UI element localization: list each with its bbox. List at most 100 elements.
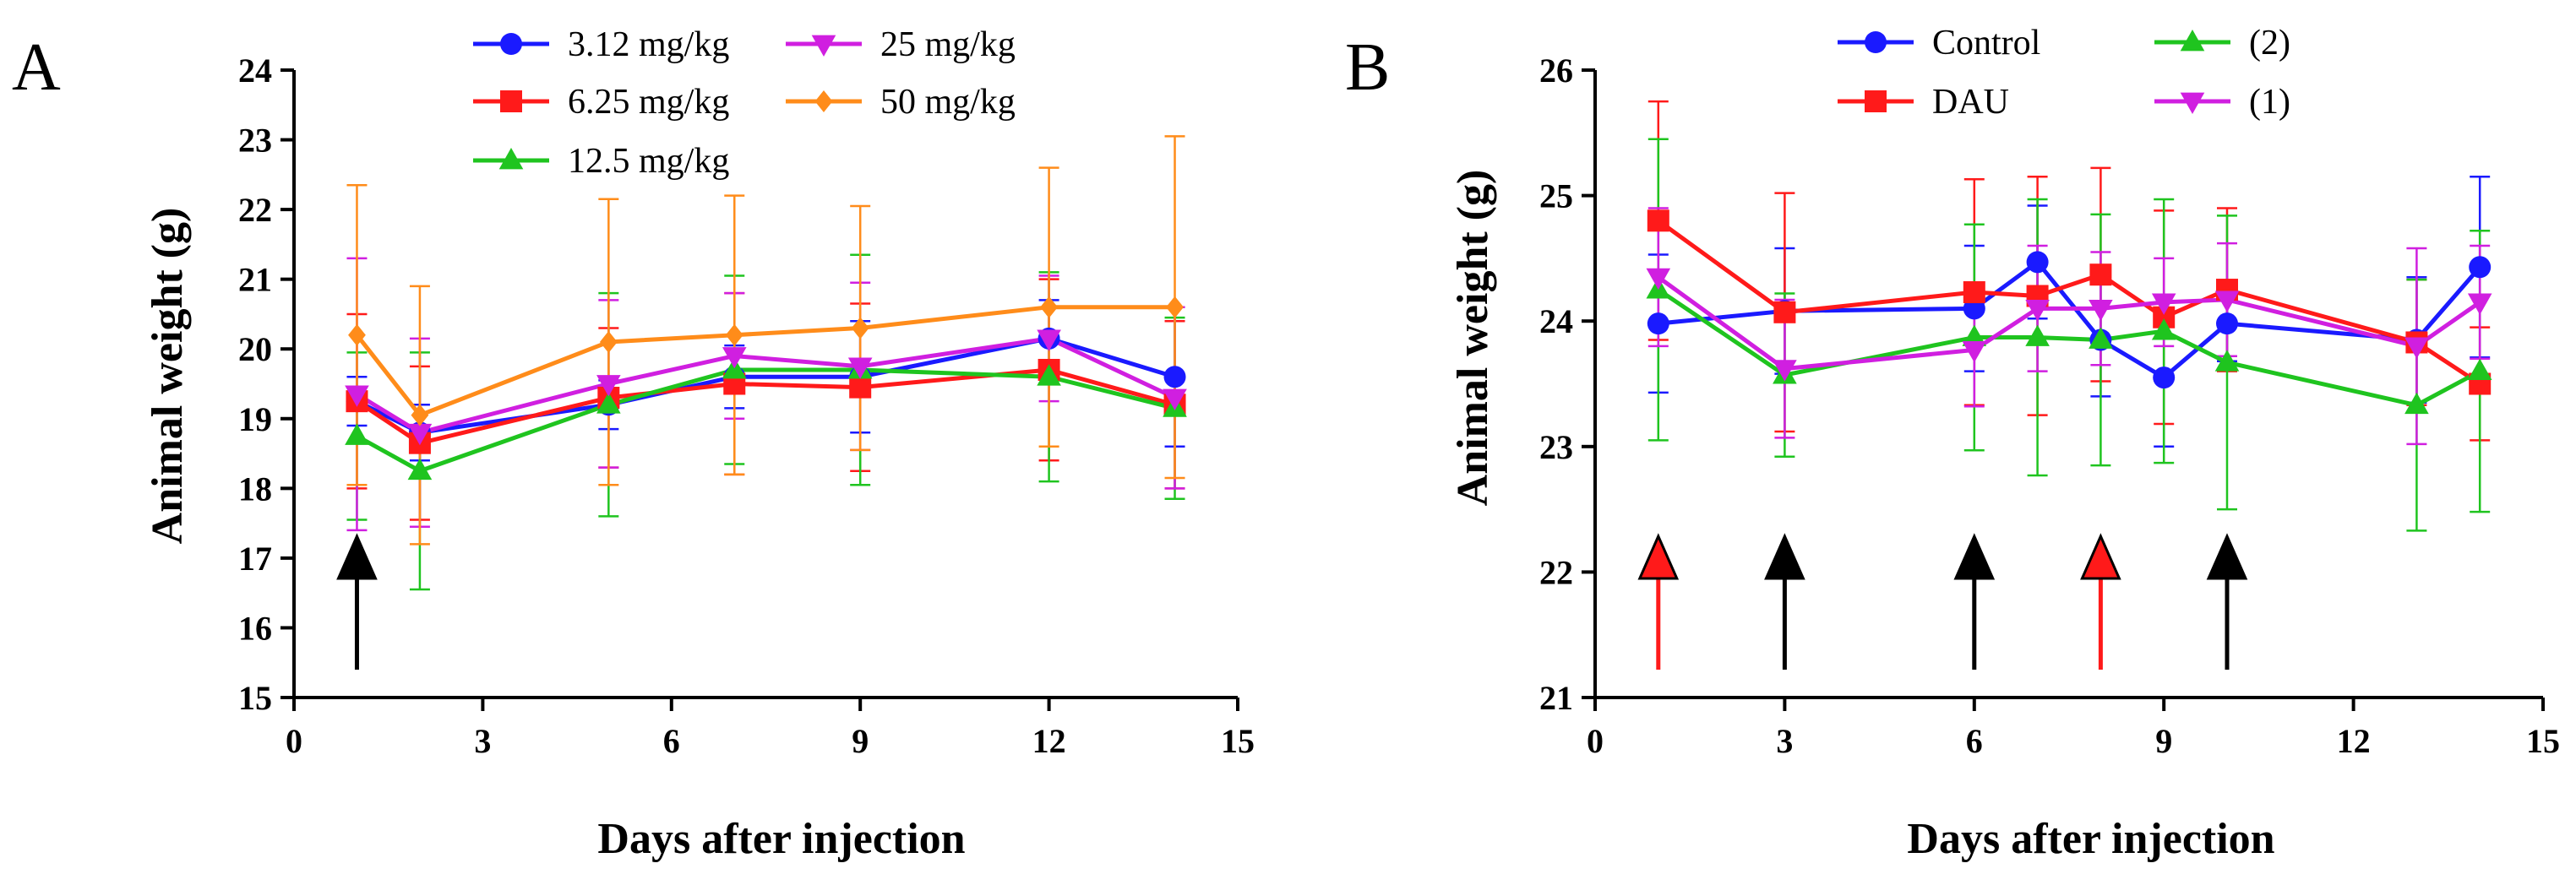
panel-b-arrow-icon [1764, 533, 1805, 580]
panel-b-y-tick-label: 21 [1539, 679, 1573, 717]
panel-b-y-tick-label: 23 [1539, 428, 1573, 466]
panel-a-y-tick-label: 23 [238, 122, 272, 160]
panel-b-x-tick-label: 3 [1776, 722, 1793, 760]
panel-b-letter: B [1345, 30, 1390, 105]
panel-b-data-point [2404, 392, 2429, 415]
panel-a-letter: A [12, 30, 61, 105]
panel-b-x-tick-label: 0 [1587, 722, 1604, 760]
panel-a-data-point [851, 317, 869, 339]
panel-b-x-tick-label: 9 [2155, 722, 2172, 760]
panel-b-data-point [2089, 327, 2113, 349]
panel-a-data-point [849, 376, 872, 399]
panel-a-y-tick-label: 19 [238, 400, 272, 438]
panel-b-legend-label: Control [1932, 24, 2040, 62]
panel-a-legend-label: 12.5 mg/kg [568, 142, 729, 181]
panel-b-data-point [1646, 268, 1671, 290]
panel-b-legend-label: (1) [2249, 83, 2290, 122]
panel-a-x-tick-label: 6 [663, 722, 680, 760]
panel-a-x-tick-label: 15 [1221, 722, 1255, 760]
panel-a-legend-marker [498, 148, 524, 170]
panel-b-data-point [1962, 324, 1987, 346]
panel-b-data-point [1963, 281, 1985, 304]
panel-b-data-point [2025, 324, 2050, 346]
panel-a-x-tick-label: 9 [852, 722, 869, 760]
panel-a-data-point [407, 458, 433, 481]
panel-b-data-point [2467, 358, 2492, 381]
panel-a-data-point [1166, 296, 1184, 318]
panel-b-legend-label: DAU [1932, 83, 2009, 122]
panel-a-data-point [599, 330, 618, 353]
panel-a-data-point [596, 392, 621, 414]
panel-b-y-tick-label: 22 [1539, 553, 1573, 591]
panel-b-data-point [2469, 256, 2492, 279]
panel-a-arrow-icon [336, 533, 378, 580]
panel-a-data-point [411, 404, 429, 426]
panel-a-legend-marker [500, 33, 522, 55]
panel-a-y-axis-label: Animal weight (g) [144, 208, 192, 545]
panel-a-data-point [725, 323, 743, 346]
panel-b-data-point [1647, 209, 1669, 232]
panel-a-x-tick-label: 0 [286, 722, 302, 760]
panel-a-data-point [1037, 364, 1061, 386]
panel-a-legend-marker [814, 90, 833, 112]
panel-b-legend-label: (2) [2249, 24, 2290, 62]
panel-b-x-tick-label: 15 [2526, 722, 2560, 760]
panel-b-data-point [2026, 251, 2049, 274]
panel-b-data-point [2089, 299, 2113, 322]
panel-b-legend-marker [1865, 90, 1887, 112]
panel-b-x-axis-label: Days after injection [1907, 815, 2274, 863]
panel-b-data-point [2214, 350, 2240, 372]
panel-a-legend-label: 50 mg/kg [880, 83, 1016, 122]
panel-a-markers [345, 296, 1187, 481]
panel-b-y-tick-label: 25 [1539, 177, 1573, 215]
panel-a-y-tick-label: 20 [238, 330, 272, 368]
panel-a-data-point [407, 423, 433, 446]
panel-a: A 0 3 6 9 12 15 15 16 17 18 19 20 21 22 23 24 3.12 mg/k… [12, 25, 1255, 863]
panel-b-arrow-icon [2206, 533, 2248, 580]
panel-b-data-point [2216, 312, 2238, 335]
panel-b-arrow-icon [1953, 533, 1996, 580]
panel-a-data-point [1040, 296, 1058, 318]
panel-b-data-point [2151, 293, 2176, 315]
panel-b-arrow-icon [1637, 533, 1680, 580]
panel-a-data-point [345, 423, 369, 445]
panel-b-x-tick-label: 12 [2337, 722, 2371, 760]
panel-b-legend: Control DAU (2) (1) [1838, 24, 2290, 122]
panel-a-x-axis-label: Days after injection [597, 815, 965, 863]
panel-a-y-tick-label: 24 [238, 52, 272, 90]
panel-a-legend-label: 6.25 mg/kg [568, 83, 729, 122]
panel-b-y-tick-label: 26 [1539, 52, 1573, 90]
panel-a-y-tick-label: 22 [238, 191, 272, 229]
panel-a-legend-label: 3.12 mg/kg [568, 25, 729, 64]
panel-b-legend-marker [2180, 92, 2205, 114]
panel-a-axes: 0 3 6 9 12 15 15 16 17 18 19 20 21 22 23 24 [238, 52, 1255, 760]
panel-b-legend-marker [2180, 30, 2205, 52]
panel-a-y-tick-label: 17 [238, 540, 272, 578]
panel-b-data-point [1773, 301, 1796, 323]
panel-b-markers [1646, 209, 2492, 415]
panel-b-data-point [1962, 340, 1987, 363]
panel-b-data-point [1773, 360, 1797, 382]
panel-b-data-point [2467, 293, 2492, 315]
panel-a-data-point [348, 323, 366, 346]
panel-a-y-tick-label: 15 [238, 679, 272, 717]
panel-b-y-tick-label: 24 [1539, 302, 1573, 340]
panel-b-x-tick-label: 6 [1966, 722, 1983, 760]
panel-b-arrow-icon [2080, 533, 2121, 580]
panel-a-y-tick-label: 16 [238, 609, 272, 647]
panel-a-data-point [722, 347, 747, 369]
panel-a-y-tick-label: 21 [238, 261, 272, 299]
panel-b-data-point [1647, 312, 1669, 335]
panel-b-data-point [2151, 318, 2176, 340]
panel-b-data-point [2025, 299, 2050, 322]
panel-b-data-point [2404, 337, 2429, 359]
panel-a-data-point [847, 357, 873, 379]
panel-a-legend-marker [500, 90, 522, 112]
panel-b-axes: 0 3 6 9 12 15 21 22 23 24 25 26 [1539, 52, 2560, 760]
panel-a-arrows [336, 533, 378, 670]
panel-a-data-point [1163, 366, 1186, 388]
panel-a-x-tick-label: 12 [1032, 722, 1066, 760]
panel-a-data-point [1163, 388, 1187, 410]
